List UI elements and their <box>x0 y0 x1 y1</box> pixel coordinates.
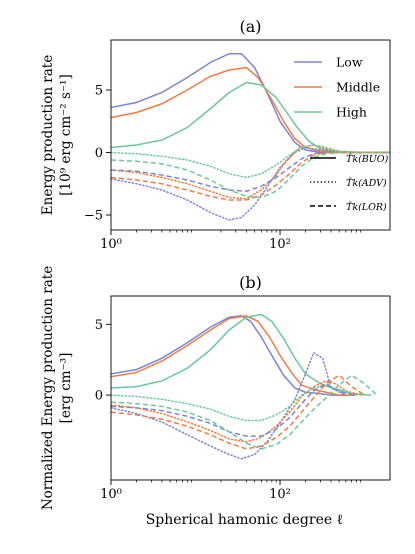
series-line-high-solid <box>111 313 372 396</box>
series-line-high-dotted <box>111 144 390 179</box>
legend-style-label-dashed: T̂k(LOR) <box>346 201 387 213</box>
series-group <box>111 313 378 460</box>
panel-a: 10⁰ 10² −5 0 5 (a) Energy production rate [10⁹ … <box>40 17 391 252</box>
series-line-low-dashed <box>111 382 357 437</box>
x-tick-label: 10² <box>269 487 291 502</box>
series-line-low-dotted <box>111 146 390 221</box>
y-axis-label: Normalized Energy production rate <box>40 266 56 510</box>
panel-title: (b) <box>239 273 262 292</box>
series-line-low-solid <box>111 315 346 396</box>
y-axis-unit: [erg cm⁻³] <box>58 353 74 424</box>
series-line-high-dashed <box>111 374 378 450</box>
y-axis-label: Energy production rate <box>40 55 56 215</box>
legend-label-middle: Middle <box>336 80 380 95</box>
y-axis-unit: [10⁹ erg cm⁻² s⁻¹] <box>58 74 74 195</box>
panel-title: (a) <box>239 17 261 36</box>
y-tick-label: 5 <box>95 318 103 333</box>
series-line-high-dashed <box>111 151 390 199</box>
x-tick-label: 10² <box>269 237 291 252</box>
style-legend: T̂k(BUO) T̂k(ADV) T̂k(LOR) <box>310 153 389 213</box>
color-legend: Low Middle High <box>294 55 380 120</box>
plot-frame <box>110 39 391 231</box>
series-line-middle-dotted <box>111 380 362 443</box>
series-line-high-dotted <box>111 384 366 422</box>
series-line-middle-solid <box>111 315 357 396</box>
legend-style-label-solid: T̂k(BUO) <box>346 153 389 165</box>
series-line-middle-dashed <box>111 151 390 201</box>
legend-style-label-dotted: T̂k(ADV) <box>346 177 387 189</box>
series-group <box>111 53 390 221</box>
plot-frame <box>110 295 391 481</box>
x-tick-label: 10⁰ <box>100 237 122 252</box>
panel-b: 10⁰ 10² 0 5 (b) Normalized Energy production … <box>40 266 391 528</box>
legend-label-low: Low <box>336 55 363 70</box>
series-line-middle-dashed <box>111 374 365 450</box>
y-tick-label: 0 <box>95 389 103 404</box>
x-axis-label: Spherical hamonic degree ℓ <box>146 512 344 528</box>
y-tick-label: −5 <box>84 209 103 224</box>
y-tick-label: 5 <box>95 84 103 99</box>
x-tick-label: 10⁰ <box>100 487 122 502</box>
legend-label-high: High <box>336 105 367 120</box>
series-line-low-dotted <box>111 351 347 460</box>
y-tick-label: 0 <box>95 146 103 161</box>
